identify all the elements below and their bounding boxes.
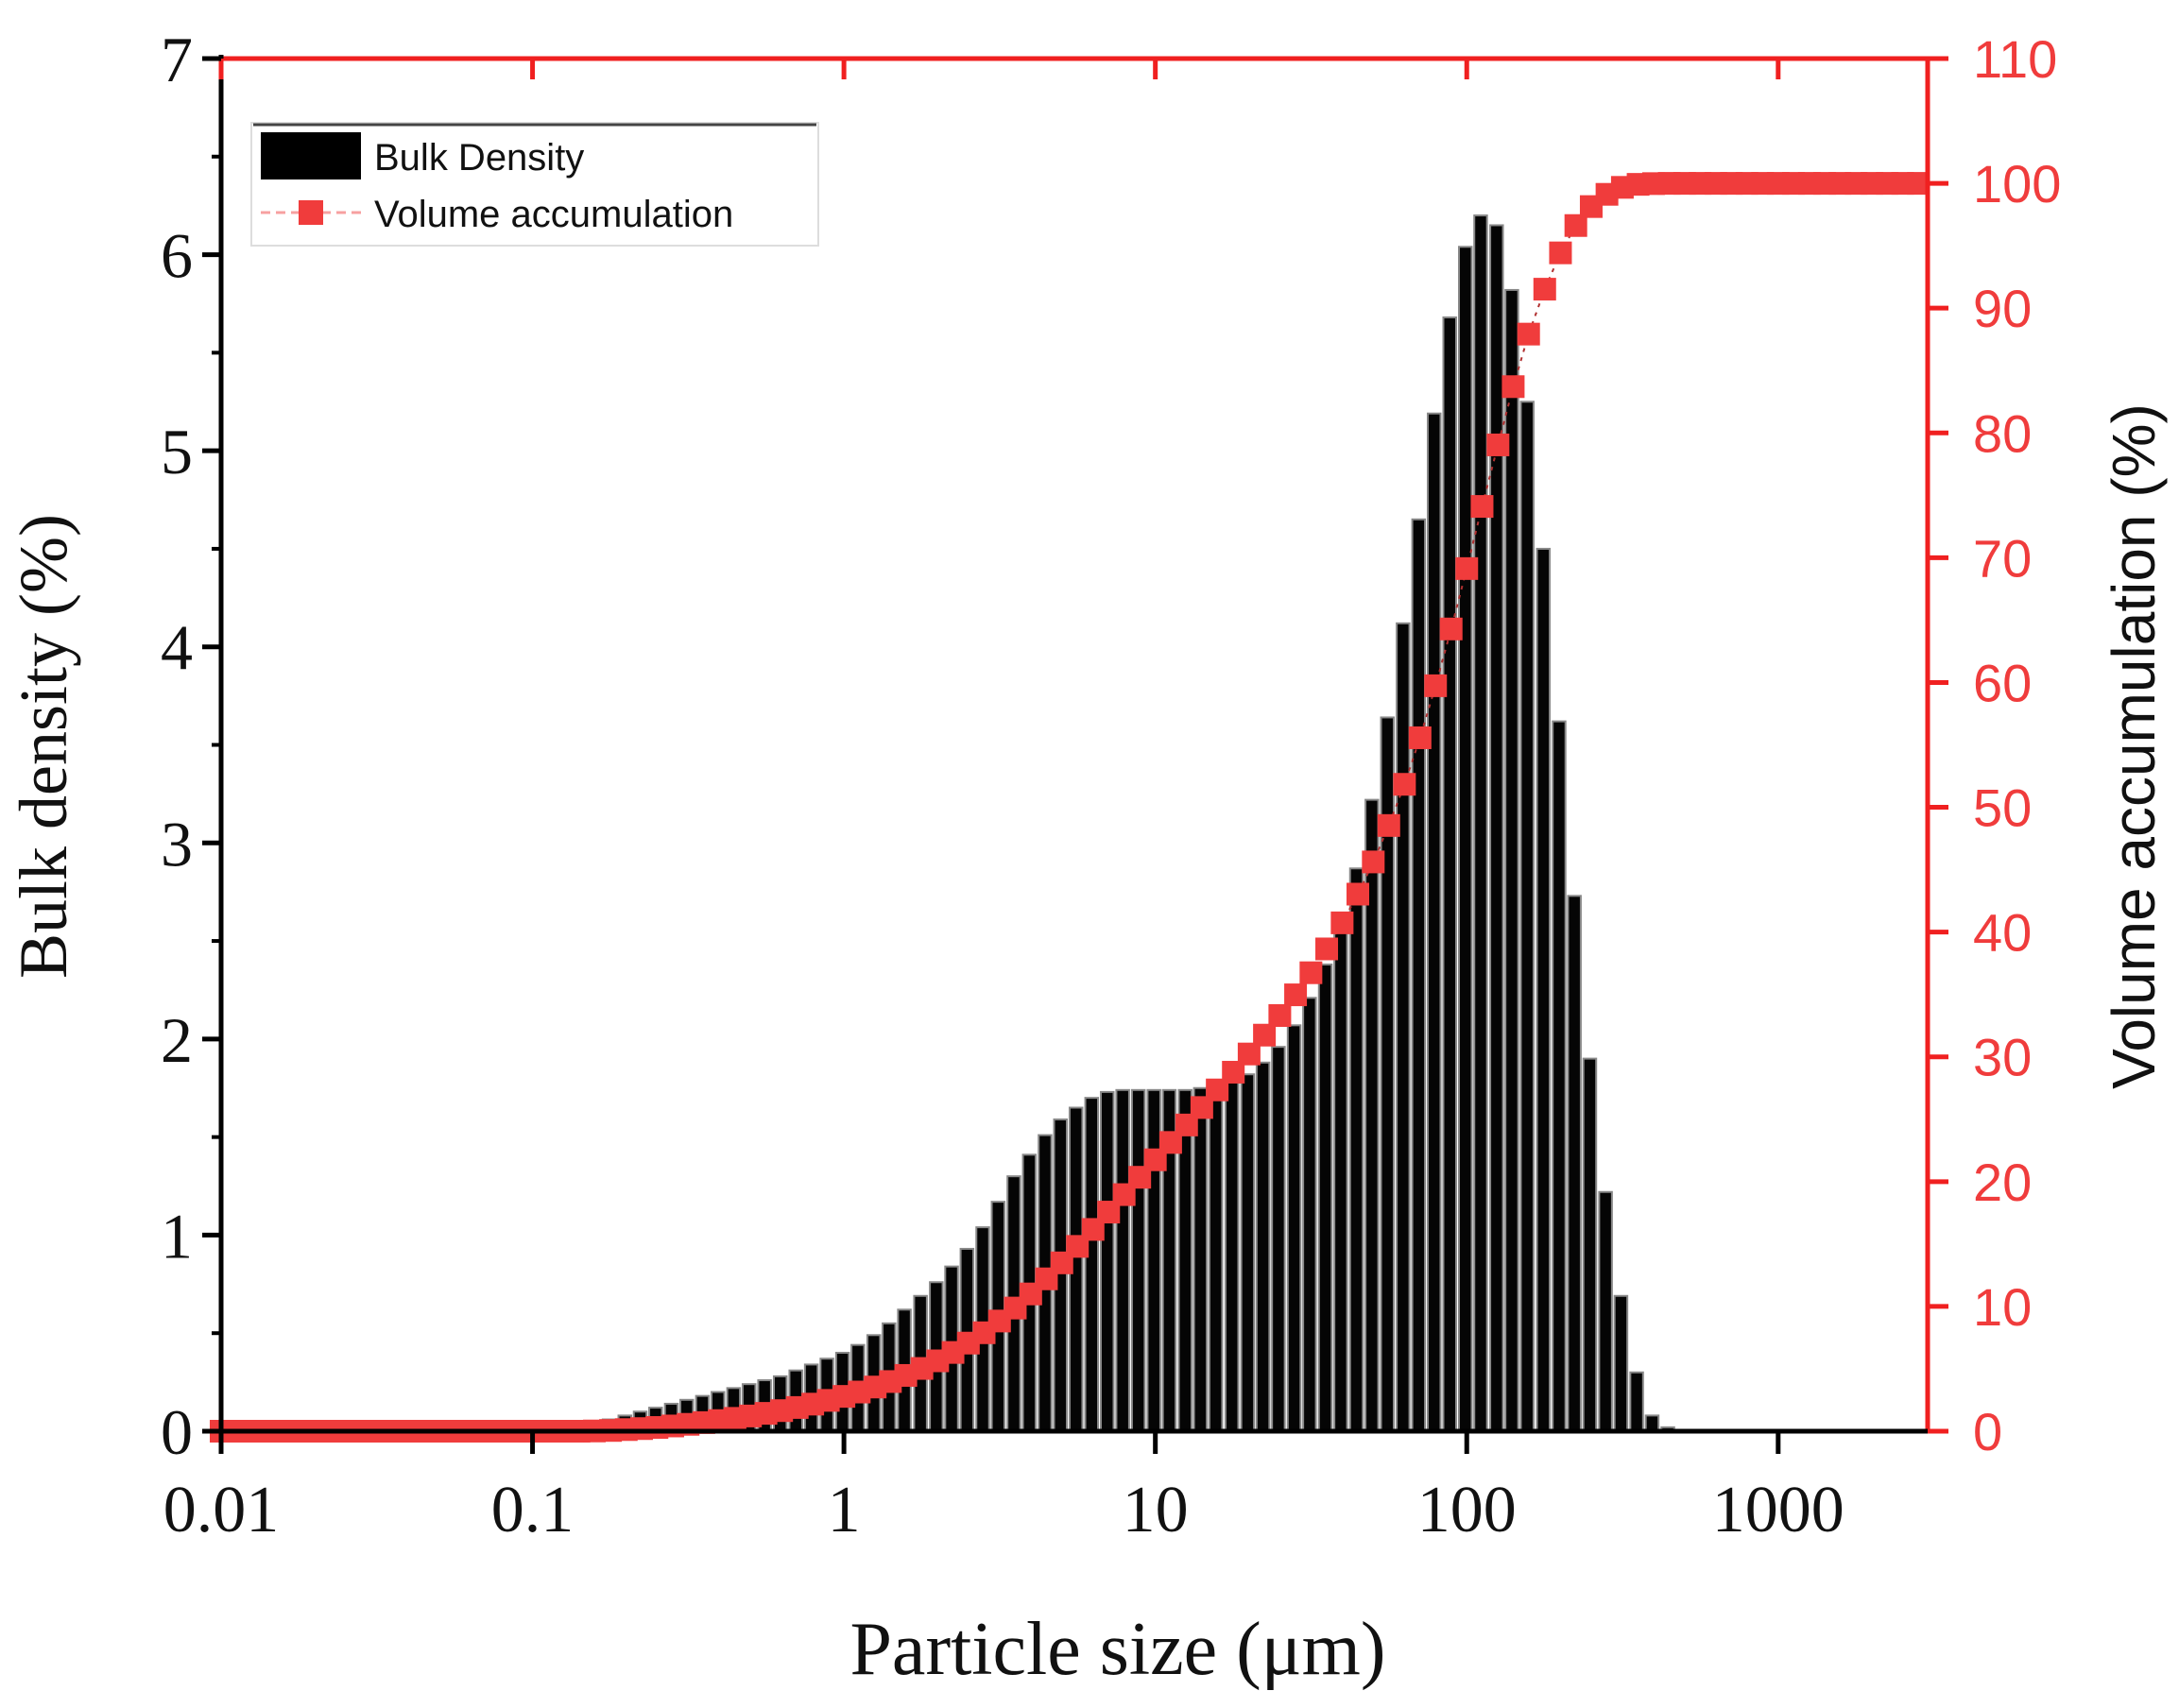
bar — [1567, 895, 1582, 1432]
y-right-tick-label: 80 — [1973, 403, 2032, 463]
cumulative-point — [1439, 617, 1463, 640]
bar — [1084, 1097, 1100, 1432]
legend-marker-swatch — [299, 200, 323, 225]
y-right-tick-label: 10 — [1973, 1277, 2032, 1337]
y-left-tick-label: 6 — [161, 220, 193, 292]
cumulative-point — [1424, 674, 1448, 697]
cumulative-point — [1455, 556, 1479, 580]
bar — [1130, 1088, 1146, 1432]
x-tick-label: 1000 — [1712, 1474, 1844, 1546]
x-tick-label: 0.1 — [491, 1474, 575, 1546]
tick-labels-group: 0.01 0.1 1 10 100 100001234567010203040506070… — [161, 24, 2061, 1546]
axes-group — [202, 55, 1948, 1454]
cumulative-point — [1330, 911, 1354, 934]
bar — [1271, 1046, 1286, 1433]
y-right-tick-label: 110 — [1973, 29, 2057, 89]
y-right-tick-label: 50 — [1973, 778, 2032, 838]
bar — [1317, 963, 1333, 1432]
bar — [1582, 1057, 1598, 1432]
cumulative-point — [1284, 983, 1308, 1007]
y-axis-right-title: Volume accumulation (%) — [2100, 403, 2168, 1089]
bar — [1286, 1024, 1302, 1432]
y-right-tick-label: 70 — [1973, 528, 2032, 588]
y-axis-left-title: Bulk density (%) — [6, 514, 81, 979]
bar — [1240, 1073, 1256, 1432]
bar — [1208, 1086, 1224, 1432]
x-axis-title: Particle size (μm) — [849, 1608, 1385, 1691]
x-tick-label: 1 — [828, 1474, 861, 1546]
y-right-tick-label: 0 — [1973, 1402, 2002, 1461]
cumulative-point — [1268, 1004, 1292, 1028]
x-tick-label: 10 — [1123, 1474, 1189, 1546]
y-right-tick-label: 30 — [1973, 1028, 2032, 1087]
y-right-tick-label: 100 — [1973, 154, 2061, 214]
bar — [1146, 1088, 1161, 1432]
y-left-tick-label: 7 — [161, 24, 193, 95]
bar — [1100, 1090, 1115, 1433]
bar — [1426, 412, 1442, 1432]
y-right-tick-label: 60 — [1973, 653, 2032, 712]
y-right-tick-label: 90 — [1973, 279, 2032, 338]
cumulative-point — [1517, 322, 1540, 346]
cumulative-point — [1393, 773, 1416, 796]
y-left-tick-label: 1 — [161, 1200, 193, 1272]
bar — [1489, 224, 1504, 1433]
x-tick-label: 0.01 — [163, 1474, 280, 1546]
y-left-tick-label: 2 — [161, 1004, 193, 1076]
cumulative-point — [1533, 278, 1556, 301]
bar — [1333, 920, 1348, 1432]
x-tick-label: 100 — [1417, 1474, 1517, 1546]
cumulative-point — [1501, 375, 1525, 399]
bar — [1302, 997, 1317, 1432]
cumulative-point — [1299, 961, 1323, 984]
cumulative-point — [1315, 937, 1339, 961]
bar — [1224, 1081, 1240, 1432]
cumulative-point — [1470, 495, 1494, 519]
bar — [1536, 547, 1552, 1432]
bar — [1552, 720, 1567, 1432]
bar — [1519, 401, 1535, 1432]
bar — [1598, 1190, 1613, 1432]
cumulative-point — [1362, 850, 1385, 874]
cumulative-point — [1486, 433, 1510, 456]
bar — [1629, 1371, 1644, 1432]
bar — [1442, 316, 1457, 1433]
bars-group — [585, 214, 1675, 1433]
cumulative-point — [1408, 726, 1432, 749]
legend-label-volume-accumulation: Volume accumulation — [374, 194, 733, 235]
bar — [1411, 518, 1427, 1432]
bar — [1255, 1061, 1271, 1433]
y-right-tick-label: 20 — [1973, 1153, 2032, 1212]
y-left-tick-label: 0 — [161, 1396, 193, 1468]
cumulative-point — [1549, 241, 1572, 265]
bar — [1348, 867, 1364, 1432]
legend: Bulk Density Volume accumulation — [250, 122, 819, 247]
cumulative-point — [1564, 214, 1587, 237]
cumulative-point — [1347, 882, 1370, 906]
bar — [1115, 1088, 1130, 1432]
bar — [1458, 246, 1473, 1433]
bar — [1192, 1086, 1209, 1432]
cumulative-point — [1377, 813, 1400, 837]
legend-bar-swatch — [261, 132, 361, 179]
bar — [1613, 1294, 1629, 1433]
cumulative-point — [1253, 1023, 1277, 1047]
y-right-tick-label: 40 — [1973, 903, 2032, 963]
y-left-tick-label: 5 — [161, 416, 193, 487]
bar — [1473, 214, 1488, 1433]
cumulative-series-group — [210, 172, 1930, 1443]
bar — [1504, 288, 1519, 1432]
bar — [1396, 622, 1411, 1432]
legend-label-bulk-density: Bulk Density — [374, 137, 584, 179]
y-left-tick-label: 3 — [161, 808, 193, 880]
y-left-tick-label: 4 — [161, 612, 193, 684]
